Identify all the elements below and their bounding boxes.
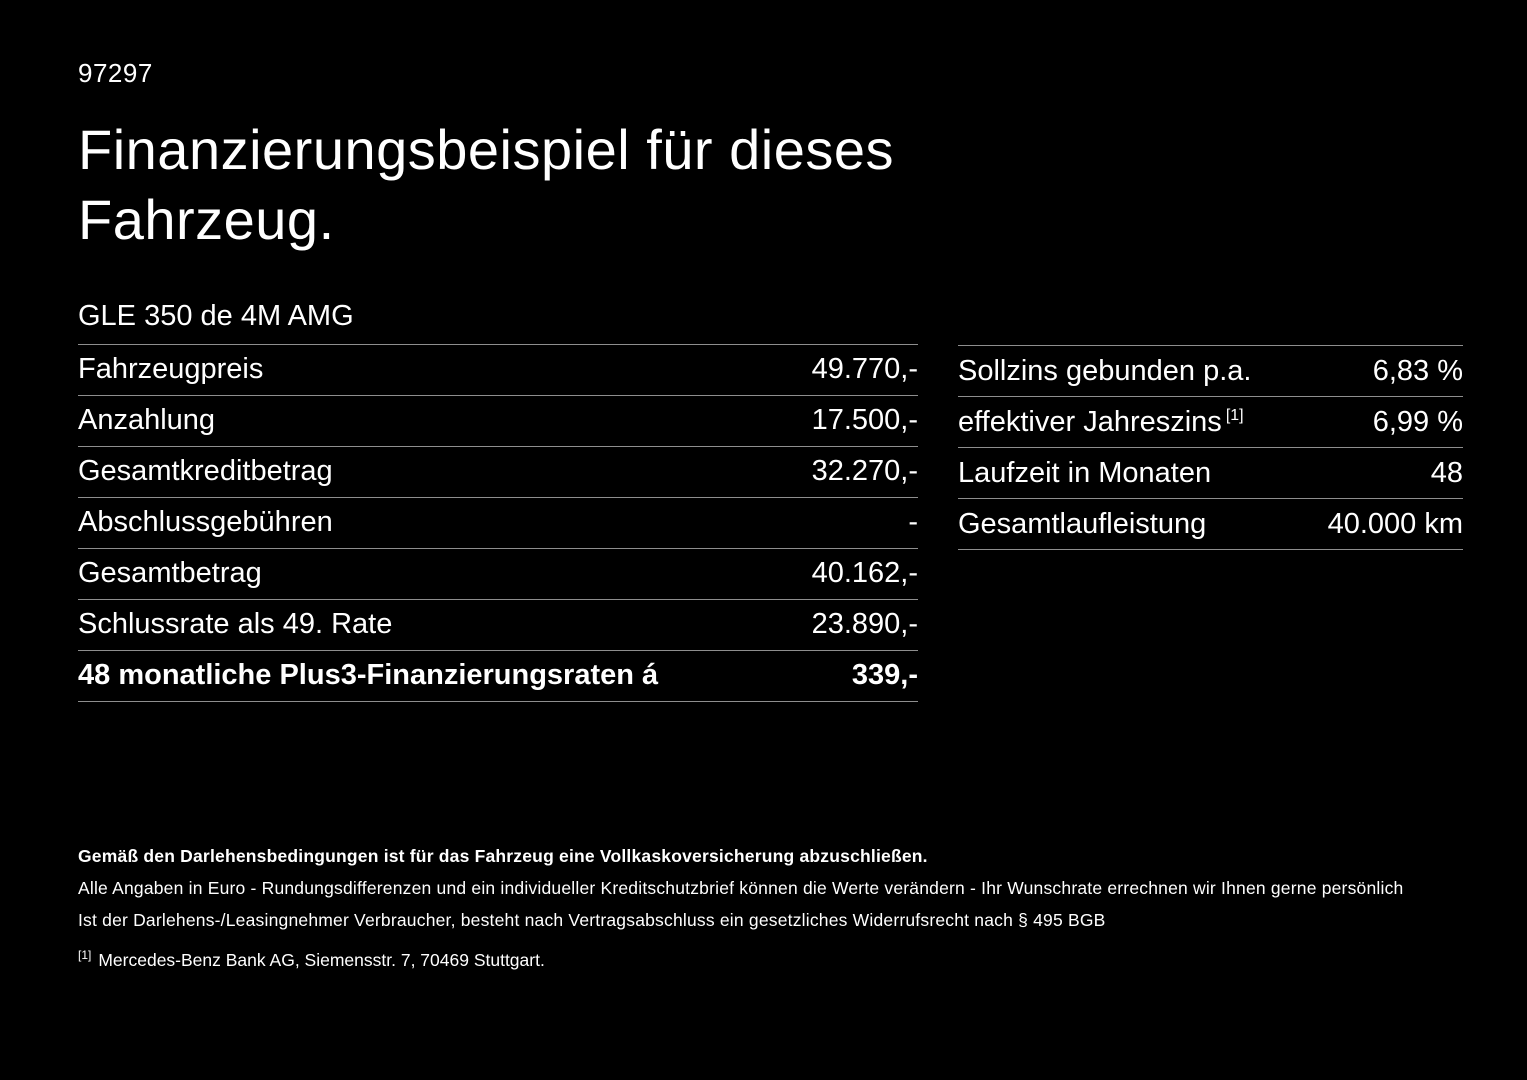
row-label: Gesamtbetrag [78, 557, 262, 590]
row-value: 49.770,- [811, 353, 918, 386]
financing-table-left: Fahrzeugpreis 49.770,- Anzahlung 17.500,… [78, 343, 918, 702]
table-row-effektiver-jahreszins: effektiver Jahreszins [1] 6,99 % [958, 396, 1463, 447]
table-row-gesamtbetrag: Gesamtbetrag 40.162,- [78, 547, 918, 599]
row-label: Sollzins gebunden p.a. [958, 355, 1255, 388]
table-row-gesamtkreditbetrag: Gesamtkreditbetrag 32.270,- [78, 445, 918, 497]
insurance-note: Gemäß den Darlehensbedingungen ist für d… [78, 846, 928, 866]
table-row-gesamtlaufleistung: Gesamtlaufleistung 40.000 km [958, 498, 1463, 549]
row-value: 17.500,- [811, 404, 918, 437]
row-label: Gesamtlaufleistung [958, 508, 1210, 541]
row-label: 48 monatliche Plus3-Finanzierungsraten á [78, 659, 659, 692]
euro-note: Alle Angaben in Euro - Rundungsdifferenz… [78, 878, 1404, 898]
footnote-text: Mercedes-Benz Bank AG, Siemensstr. 7, 70… [98, 949, 545, 970]
row-value: 6,99 % [1372, 405, 1463, 438]
row-label: Fahrzeugpreis [78, 353, 264, 386]
row-label-text: effektiver Jahreszins [958, 405, 1222, 438]
table-row-laufzeit: Laufzeit in Monaten 48 [958, 447, 1463, 498]
footnote-ref: [1] [1225, 406, 1244, 424]
table-row-schlussrate: Schlussrate als 49. Rate 23.890,- [78, 598, 918, 650]
vehicle-name: GLE 350 de 4M AMG [78, 300, 354, 332]
footer-notes: Gemäß den Darlehensbedingungen ist für d… [78, 846, 1468, 971]
row-label: effektiver Jahreszins [1] [958, 406, 1244, 439]
financing-tables: GLE 350 de 4M AMG Fahrzeugpreis 49.770,-… [78, 300, 1463, 702]
financing-example-page: 97297 Finanzierungsbeispiel für dieses F… [78, 58, 1463, 702]
row-value: 40.000 km [1327, 507, 1463, 540]
row-label-text: Sollzins gebunden p.a. [958, 354, 1252, 387]
document-number: 97297 [78, 58, 153, 88]
row-label: Anzahlung [78, 404, 216, 437]
row-label-text: Laufzeit in Monaten [958, 456, 1212, 489]
row-value: 339,- [851, 659, 918, 692]
row-value: 23.890,- [811, 608, 918, 641]
row-label: Abschlussgebühren [78, 506, 333, 539]
table-row-fahrzeugpreis: Fahrzeugpreis 49.770,- [78, 343, 918, 395]
table-row-sollzins: Sollzins gebunden p.a. 6,83 % [958, 345, 1463, 396]
row-value: - [908, 506, 918, 539]
footnote-marker: [1] [78, 948, 92, 962]
row-value: 32.270,- [811, 455, 918, 488]
row-value: 48 [1430, 456, 1463, 489]
row-value: 40.162,- [811, 557, 918, 590]
table-row-abschlussgebuehren: Abschlussgebühren - [78, 496, 918, 548]
financing-table-right: Sollzins gebunden p.a. 6,83 % effektiver… [958, 345, 1463, 550]
row-label: Gesamtkreditbetrag [78, 455, 333, 488]
table-row-monthly-rate: 48 monatliche Plus3-Finanzierungsraten á… [78, 649, 918, 701]
bank-footnote: [1] Mercedes-Benz Bank AG, Siemensstr. 7,… [78, 948, 1468, 971]
withdrawal-note: Ist der Darlehens-/Leasingnehmer Verbrau… [78, 910, 1106, 930]
row-value: 6,83 % [1372, 354, 1463, 387]
financing-right-column: Sollzins gebunden p.a. 6,83 % effektiver… [958, 301, 1463, 550]
row-label: Laufzeit in Monaten [958, 457, 1215, 490]
financing-left-column: GLE 350 de 4M AMG Fahrzeugpreis 49.770,-… [78, 300, 918, 702]
row-label-text: Gesamtlaufleistung [958, 507, 1207, 540]
row-label: Schlussrate als 49. Rate [78, 608, 393, 641]
table-row-anzahlung: Anzahlung 17.500,- [78, 394, 918, 446]
page-title: Finanzierungsbeispiel für dieses Fahrzeu… [78, 118, 894, 251]
